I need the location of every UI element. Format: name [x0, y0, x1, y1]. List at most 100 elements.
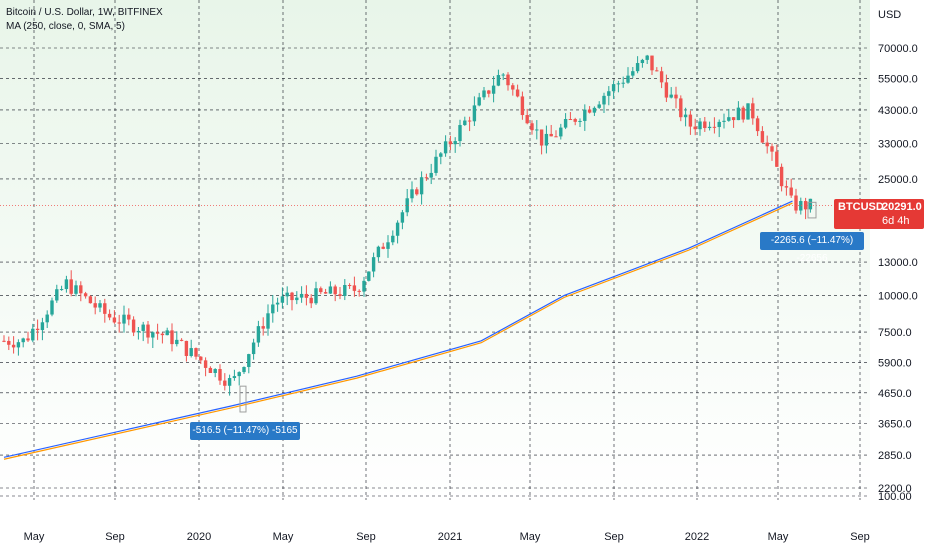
candle-body: [31, 328, 35, 341]
candle-body: [424, 177, 429, 179]
candle-body: [151, 332, 155, 338]
candle-body: [141, 324, 145, 331]
candle-body: [45, 314, 49, 323]
candle-body: [400, 212, 405, 223]
measure-badge-first: -516.5 (−11.47%) -5165: [190, 422, 300, 440]
candle-body: [779, 166, 784, 187]
candle-body: [213, 369, 217, 373]
candle-body: [194, 348, 198, 357]
candle-body: [131, 319, 136, 333]
candle-body: [463, 120, 467, 126]
candle-body: [40, 322, 45, 331]
price-tick-label: 2850.0: [878, 450, 912, 462]
candle-body: [467, 120, 472, 122]
candle-body: [64, 279, 69, 290]
candle-body: [698, 121, 702, 130]
candle-body: [559, 127, 563, 137]
candle-body: [511, 85, 515, 90]
candle-body: [746, 103, 750, 120]
candle-body: [765, 142, 769, 147]
measure-bracket-first: [239, 385, 247, 413]
candle-body: [419, 177, 424, 195]
candle-body: [2, 340, 6, 342]
candle-body: [319, 288, 323, 293]
candle-body: [650, 55, 654, 71]
candle-body: [487, 90, 491, 94]
candle-body: [789, 187, 793, 196]
candle-body: [11, 344, 16, 348]
candle-body: [309, 297, 313, 304]
candle-body: [741, 107, 745, 120]
candle-body: [290, 292, 294, 301]
candle-body: [669, 94, 673, 98]
candle-body: [602, 95, 606, 105]
candle-body: [794, 195, 798, 211]
candle-body: [664, 82, 669, 98]
candle-body: [146, 324, 150, 338]
candle-body: [736, 107, 741, 121]
candle-body: [304, 293, 309, 298]
chart-plot-area[interactable]: Bitcoin / U.S. Dollar, 1W, BITFINEX MA (…: [0, 0, 870, 500]
candle-body: [659, 71, 664, 83]
candle-body: [549, 133, 553, 137]
price-tick-label: 43000.0: [878, 105, 918, 117]
ticker-badge: BTCUSD 20291.0 6d 4h: [834, 199, 924, 229]
candle-body: [376, 246, 381, 258]
candle-body: [223, 380, 227, 386]
candle-body: [295, 297, 299, 301]
candle-body: [727, 117, 731, 121]
price-axis[interactable]: USD 70000.0 55000.0 43000.0 33000.0 25000.0 13…: [870, 0, 932, 503]
chart-background: [0, 0, 870, 500]
symbol-title[interactable]: Bitcoin / U.S. Dollar, 1W, BITFINEX: [6, 7, 163, 18]
chart-svg[interactable]: [0, 0, 870, 500]
candle-body: [434, 156, 438, 173]
candle-body: [655, 70, 659, 72]
candle-body: [179, 339, 184, 341]
candle-body: [405, 198, 409, 213]
time-axis[interactable]: May Sep 2020 May Sep 2021 May Sep 2022 May Sep: [0, 500, 932, 550]
candle-body: [127, 314, 131, 320]
candle-body: [453, 141, 457, 145]
candle-body: [621, 82, 625, 84]
candle-body: [357, 290, 361, 292]
candle-body: [117, 322, 121, 324]
candle-body: [506, 74, 510, 86]
candle-body: [429, 172, 433, 178]
candle-body: [218, 369, 222, 381]
candle-body: [688, 114, 693, 127]
candle-body: [501, 74, 505, 76]
indicator-title[interactable]: MA (250, close, 0, SMA, 5): [6, 21, 125, 32]
measure-label-second: -2265.6 (−11.47%) -22656: [770, 235, 854, 264]
measure-bracket-second: [807, 201, 817, 219]
candle-body: [530, 123, 534, 131]
countdown-label: 6d 4h: [882, 215, 910, 227]
candle-body: [333, 286, 337, 295]
ticker-label: BTCUSD: [838, 201, 884, 213]
measure-badge-second: -2265.6 (−11.47%) -22656: [760, 232, 864, 264]
candle-body: [631, 71, 635, 76]
candle-body: [803, 201, 808, 210]
candle-body: [391, 235, 395, 243]
chart-legend: Bitcoin / U.S. Dollar, 1W, BITFINEX MA (…: [6, 6, 163, 34]
time-tick-label: 2020: [187, 531, 211, 543]
candle-body: [347, 285, 352, 287]
candle-body: [50, 300, 54, 315]
candle-body: [712, 126, 717, 128]
candle-body: [520, 96, 525, 116]
candle-body: [770, 146, 774, 152]
candle-body: [626, 75, 630, 83]
candle-body: [232, 376, 237, 379]
candle-body: [755, 118, 760, 132]
candle-body: [323, 292, 328, 294]
candle-body: [799, 201, 803, 211]
candle-body: [381, 246, 385, 249]
candle-body: [261, 326, 265, 329]
price-tick-label: 2200.0: [878, 483, 912, 495]
candle-body: [251, 342, 256, 355]
candle-body: [611, 84, 616, 92]
candle-body: [343, 285, 347, 296]
candle-body: [299, 293, 304, 298]
candle-body: [722, 120, 726, 122]
candle-body: [189, 348, 193, 356]
price-tick-label: 100.00: [878, 491, 912, 500]
